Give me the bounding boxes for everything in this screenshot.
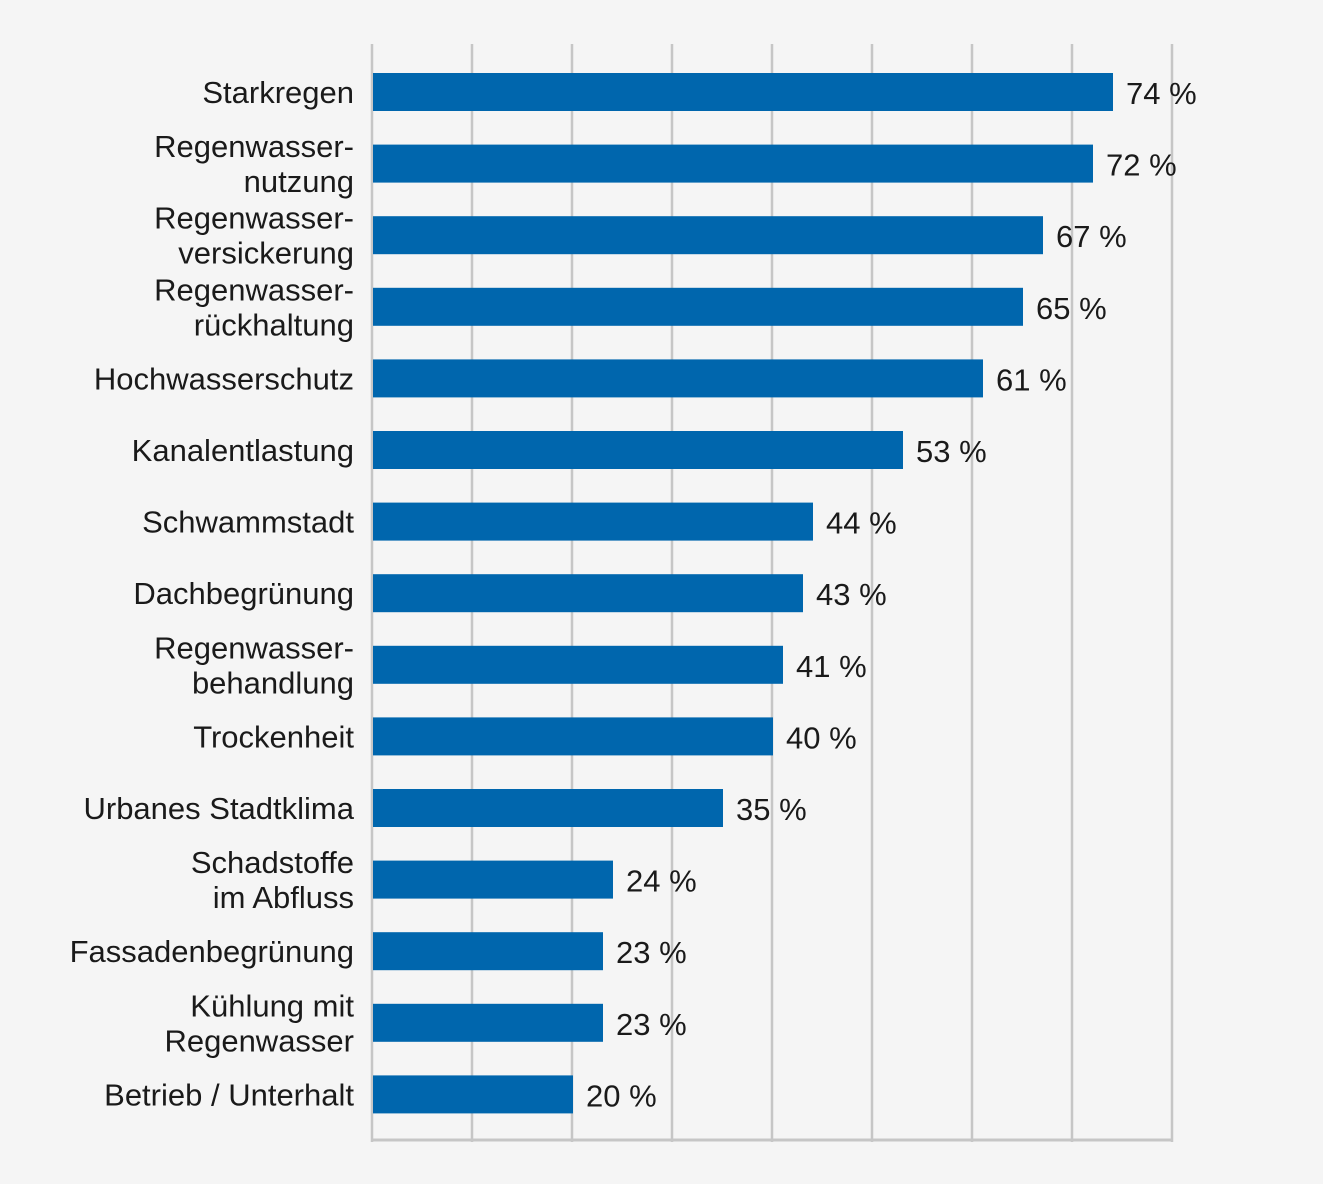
bar-4 <box>373 359 983 398</box>
category-label-4: Hochwasserschutz <box>94 361 354 396</box>
category-label-12: Fassadenbegrünung <box>70 934 354 969</box>
value-label-0: 74 % <box>1126 76 1197 111</box>
category-label-3-line-1: rückhaltung <box>194 307 354 342</box>
value-label-9: 40 % <box>786 720 857 755</box>
value-label-5: 53 % <box>916 434 987 469</box>
value-label-4: 61 % <box>996 362 1067 397</box>
bar-7 <box>373 574 803 613</box>
bar-9 <box>373 717 773 756</box>
category-label-11-line-1: im Abfluss <box>213 880 354 915</box>
value-labels: 74 % 72 % 67 % 65 % 61 % 53 % 44 % 43 % 41 % 40 %… <box>586 76 1197 1113</box>
bar-5 <box>373 431 903 469</box>
category-label-13-line-1: Regenwasser <box>164 1023 354 1058</box>
value-label-11: 24 % <box>626 864 697 899</box>
bar-0 <box>373 73 1113 111</box>
category-label-2-line-1: versickerung <box>178 236 354 271</box>
bar-12 <box>373 932 603 971</box>
value-label-8: 41 % <box>796 649 867 684</box>
category-label-1-line-1: nutzung <box>244 164 354 199</box>
value-label-13: 23 % <box>616 1007 687 1042</box>
bar-3 <box>373 287 1023 326</box>
bar-13 <box>373 1003 603 1042</box>
value-label-14: 20 % <box>586 1078 657 1113</box>
category-label-9: Trockenheit <box>193 719 354 754</box>
value-label-7: 43 % <box>816 577 887 612</box>
category-label-11-line-0: Schadstoffe <box>191 845 354 880</box>
value-label-10: 35 % <box>736 792 807 827</box>
category-label-3-line-0: Regenwasser- <box>154 272 354 307</box>
category-label-13-line-0: Kühlung mit <box>190 988 354 1023</box>
category-label-8-line-0: Regenwasser- <box>154 630 354 665</box>
category-label-1-line-0: Regenwasser- <box>154 129 354 164</box>
bars <box>373 73 1113 1114</box>
value-label-1: 72 % <box>1106 148 1177 183</box>
value-label-6: 44 % <box>826 506 897 541</box>
bar-8 <box>373 645 783 684</box>
category-label-8-line-1: behandlung <box>192 665 354 700</box>
bar-6 <box>373 502 813 541</box>
value-label-3: 65 % <box>1036 291 1107 326</box>
category-labels: StarkregenRegenwasser-nutzungRegenwasser… <box>70 75 355 1112</box>
bar-14 <box>373 1075 573 1114</box>
category-label-5: Kanalentlastung <box>132 433 354 468</box>
category-label-2-line-0: Regenwasser- <box>154 201 354 236</box>
category-label-0: Starkregen <box>202 75 354 110</box>
value-label-12: 23 % <box>616 935 687 970</box>
bar-11 <box>373 860 613 899</box>
category-label-14: Betrieb / Unterhalt <box>104 1077 354 1112</box>
bar-1 <box>373 144 1093 183</box>
category-label-10: Urbanes Stadtklima <box>83 791 354 826</box>
category-label-6: Schwammstadt <box>142 505 354 540</box>
value-label-2: 67 % <box>1056 219 1127 254</box>
category-label-7: Dachbegrünung <box>133 576 354 611</box>
bar-10 <box>373 789 723 827</box>
bar-2 <box>373 216 1043 255</box>
